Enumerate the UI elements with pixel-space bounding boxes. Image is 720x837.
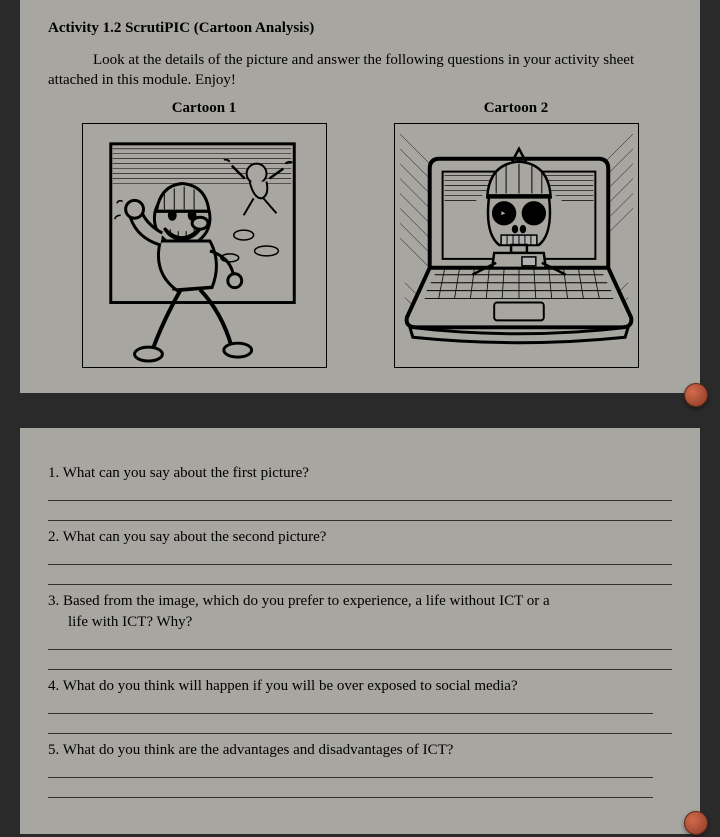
question-list: 1. What can you say about the first pict… [48, 463, 672, 798]
cartoon-1-illustration [83, 124, 326, 367]
q3-text-a: Based from the image, which do you prefe… [63, 593, 550, 609]
q3-text-b: life with ICT? Why? [48, 612, 672, 633]
page-badge-icon[interactable] [684, 811, 708, 835]
question-1: 1. What can you say about the first pict… [48, 463, 672, 521]
answer-line [48, 548, 672, 565]
activity-page-top: Activity 1.2 ScrutiPIC (Cartoon Analysis… [20, 0, 700, 393]
q5-text: What do you think are the advantages and… [63, 742, 454, 758]
cartoon-2-label: Cartoon 2 [484, 100, 549, 117]
q2-text: What can you say about the second pictur… [63, 529, 327, 545]
answer-line [48, 761, 653, 778]
answer-line [48, 717, 672, 734]
svg-text:f: f [531, 205, 536, 221]
q1-number: 1. [48, 465, 63, 481]
answer-line [48, 781, 653, 798]
cartoon-2-column: Cartoon 2 [394, 100, 639, 368]
cartoon-1-column: Cartoon 1 [82, 100, 327, 368]
q5-number: 5. [48, 742, 63, 758]
answer-line [48, 633, 672, 650]
q4-text: What do you think will happen if you wil… [63, 678, 518, 694]
q2-number: 2. [48, 529, 63, 545]
cartoon-1-label: Cartoon 1 [172, 100, 237, 117]
cartoon-1-frame [82, 123, 327, 368]
activity-title: Activity 1.2 ScrutiPIC (Cartoon Analysis… [48, 20, 672, 37]
question-2: 2. What can you say about the second pic… [48, 527, 672, 585]
q1-text: What can you say about the first picture… [63, 465, 309, 481]
q4-number: 4. [48, 678, 63, 694]
question-5: 5. What do you think are the advantages … [48, 740, 672, 798]
cartoon-2-frame: f [394, 123, 639, 368]
cartoon-row: Cartoon 1 [48, 100, 672, 368]
answer-line [48, 697, 653, 714]
cartoon-2-illustration: f [395, 124, 638, 367]
answer-line [48, 653, 672, 670]
page-badge-icon[interactable] [684, 383, 708, 407]
answer-line [48, 484, 672, 501]
answer-line [48, 568, 672, 585]
question-4: 4. What do you think will happen if you … [48, 676, 672, 734]
questions-page: 1. What can you say about the first pict… [20, 428, 700, 834]
answer-line [48, 504, 672, 521]
activity-instructions: Look at the details of the picture and a… [48, 51, 672, 90]
question-3: 3. Based from the image, which do you pr… [48, 591, 672, 670]
q3-number: 3. [48, 593, 63, 609]
